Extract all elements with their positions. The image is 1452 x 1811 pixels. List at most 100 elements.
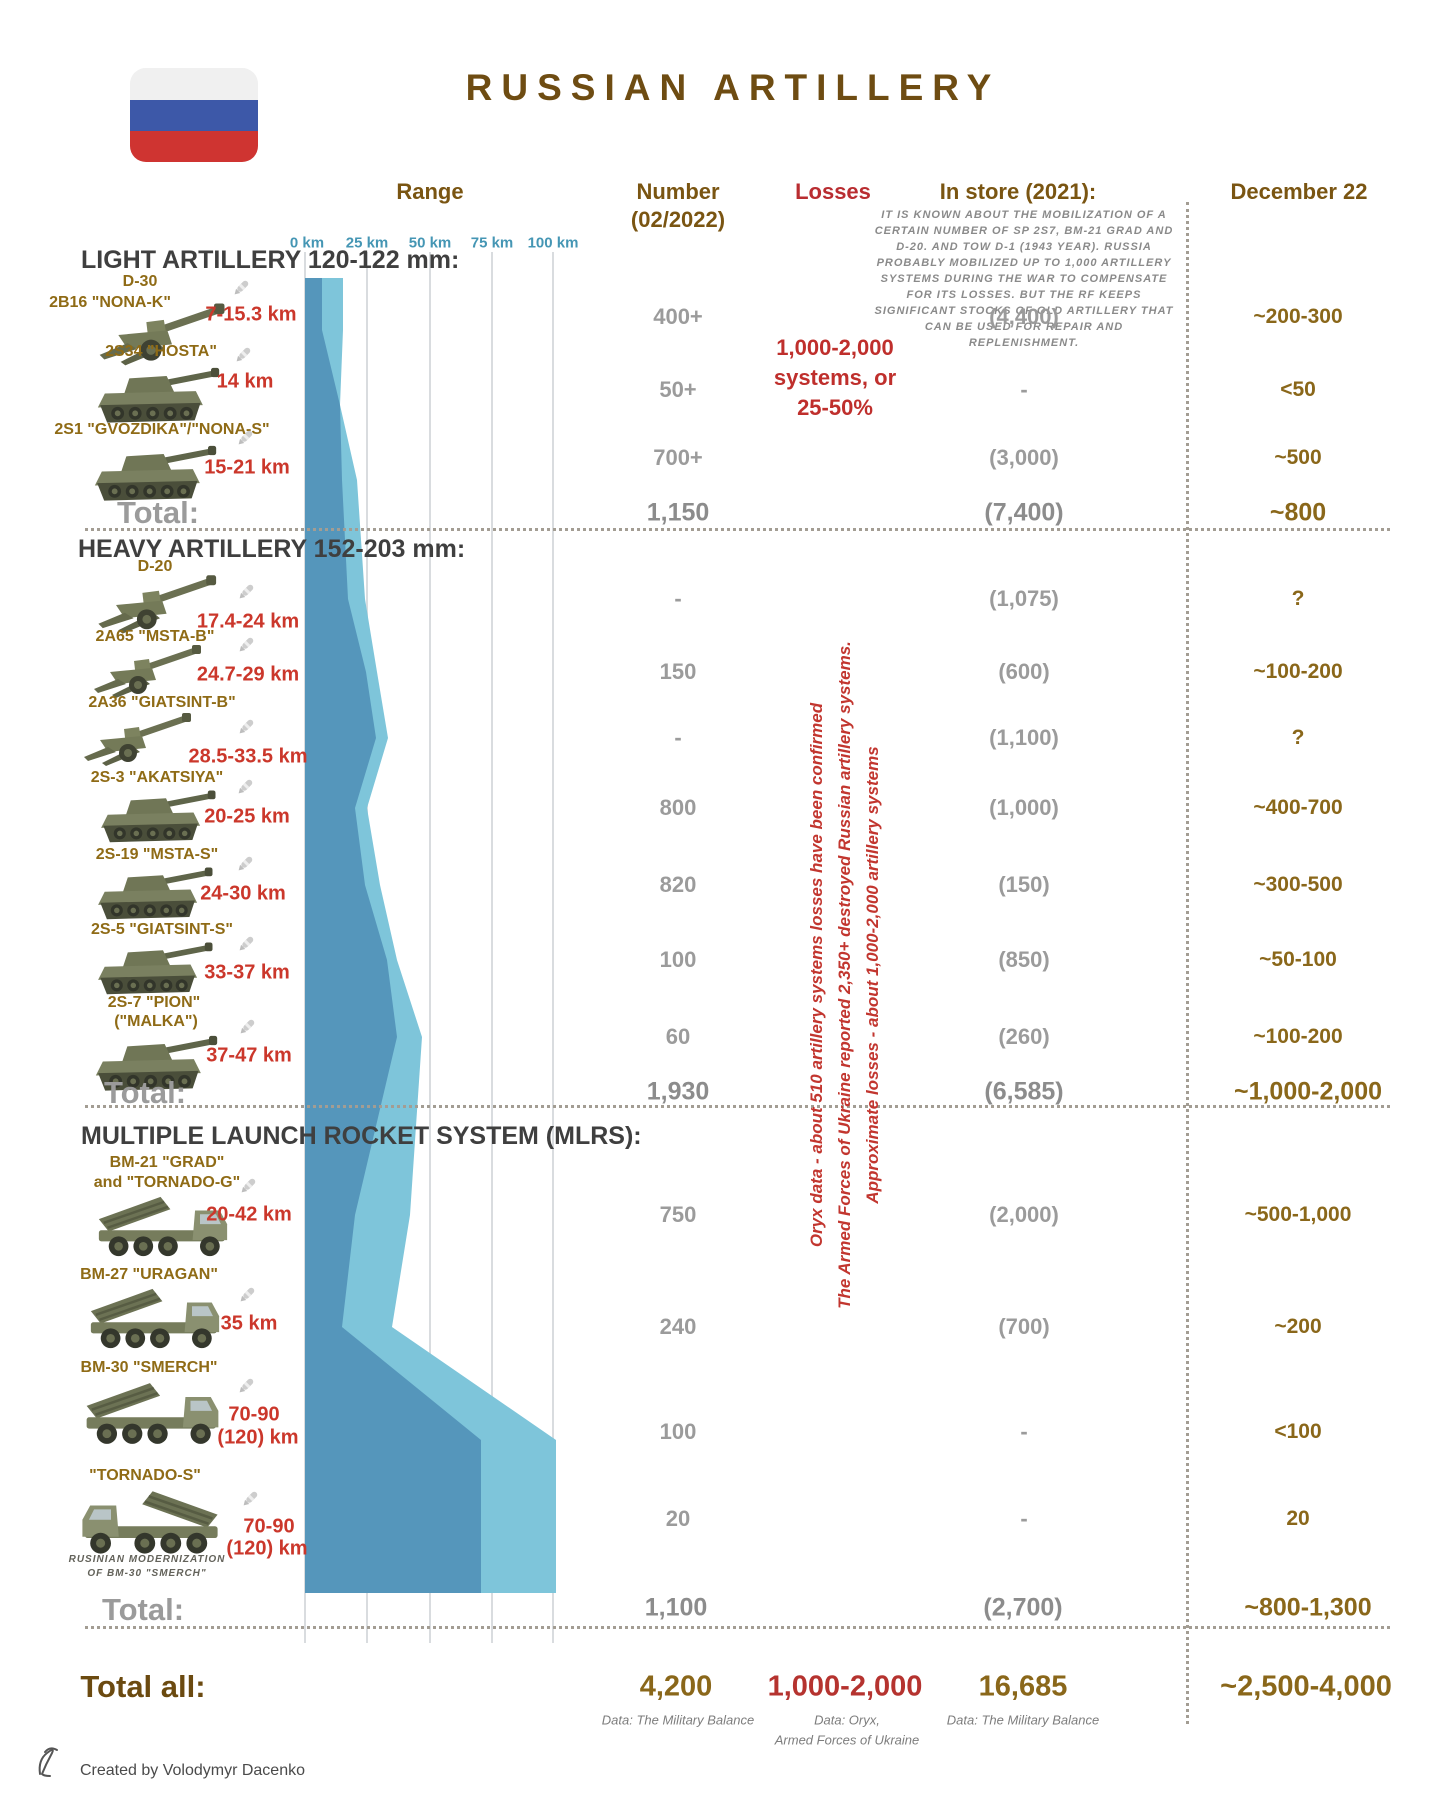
december-column-divider xyxy=(1186,202,1189,1724)
vehicle-name: 2S-19 "MSTA-S" xyxy=(95,846,219,863)
missile-icon xyxy=(238,1487,262,1511)
vehicle-name: ("MALKA") xyxy=(114,1013,198,1030)
missile-icon xyxy=(233,426,257,450)
in-store-value: - xyxy=(1020,1419,1028,1444)
vehicle-name: and "TORNADO-G" xyxy=(93,1174,241,1191)
vehicle-name: 2S-5 "GIATSINT-S" xyxy=(90,921,234,938)
vehicle-name: BM-30 "SMERCH" xyxy=(80,1359,218,1376)
december-value: ? xyxy=(1291,587,1305,610)
number-value: 750 xyxy=(659,1202,697,1227)
in-store-value: (4,400) xyxy=(989,304,1059,329)
missile-icon xyxy=(231,343,255,367)
axis-tick-50km: 50 km xyxy=(408,234,452,252)
vehicle-name: 2S1 "GVOZDIKA"/"NONA-S" xyxy=(54,421,270,438)
in-store-value: (260) xyxy=(998,1024,1050,1049)
range-label: 7-15.3 km xyxy=(205,303,297,326)
missile-icon xyxy=(233,775,257,799)
author-signature-icon xyxy=(38,1747,58,1777)
december-value: <50 xyxy=(1280,378,1316,401)
range-label: 37-47 km xyxy=(206,1044,292,1067)
vehicle-name: 2A36 "GIATSINT-B" xyxy=(88,694,236,711)
vehicle-icon-bm30 xyxy=(75,1378,230,1454)
december-value: 20 xyxy=(1286,1507,1310,1530)
number-value: 800 xyxy=(659,795,697,820)
number-source: Data: The Military Balance xyxy=(601,1712,755,1728)
in-store-value: - xyxy=(1020,377,1028,402)
number-value: 100 xyxy=(659,1419,697,1444)
number-value: 400+ xyxy=(653,304,703,329)
in-store-value: (700) xyxy=(998,1314,1050,1339)
december-value: ? xyxy=(1291,726,1305,749)
vehicle-icon-2a36 xyxy=(75,710,205,770)
grand-total-december: ~2,500-4,000 xyxy=(1220,1670,1392,1703)
number-value: 20 xyxy=(665,1506,691,1531)
range-label: (120) km xyxy=(217,1426,299,1449)
vehicle-name: 2A65 "MSTA-B" xyxy=(95,628,215,645)
total-december-light: ~800 xyxy=(1269,498,1327,527)
total-december-mlrs: ~800-1,300 xyxy=(1244,1593,1372,1622)
missile-icon xyxy=(234,633,258,657)
range-label: 24-30 km xyxy=(200,882,286,905)
grand-total-losses: 1,000-2,000 xyxy=(767,1670,923,1703)
number-value: - xyxy=(674,725,682,750)
december-value: ~200 xyxy=(1274,1315,1322,1338)
axis-tick-100km: 100 km xyxy=(527,234,579,252)
total-number-heavy: 1,930 xyxy=(646,1077,710,1106)
in-store-note: IT IS KNOWN ABOUT THE MOBILIZATION OF A … xyxy=(874,209,1174,349)
axis-tick-75km: 75 km xyxy=(470,234,514,252)
section-separator xyxy=(85,1105,1390,1108)
december-value: <100 xyxy=(1274,1420,1322,1443)
missile-icon xyxy=(234,715,258,739)
number-value: - xyxy=(674,586,682,611)
number-value: 50+ xyxy=(659,377,697,402)
in-store-value: (850) xyxy=(998,947,1050,972)
russia-flag xyxy=(130,68,258,162)
total-number-mlrs: 1,100 xyxy=(644,1593,708,1622)
in-store-value: (150) xyxy=(998,872,1050,897)
range-label: 33-37 km xyxy=(204,961,290,984)
section-separator xyxy=(85,1626,1390,1629)
section-heading-light: LIGHT ARTILLERY 120-122 mm: xyxy=(81,246,460,274)
section-heading-mlrs: MULTIPLE LAUNCH ROCKET SYSTEM (MLRS): xyxy=(81,1122,642,1150)
column-header-december: December 22 xyxy=(1230,179,1368,204)
vehicle-name: 2S-7 "PION" xyxy=(107,994,201,1011)
axis-tick-0km: 0 km xyxy=(289,234,325,252)
total-december-heavy: ~1,000-2,000 xyxy=(1233,1077,1383,1106)
missile-icon xyxy=(234,580,258,604)
range-label: 17.4-24 km xyxy=(196,610,300,633)
missile-icon xyxy=(234,1374,258,1398)
in-store-value: (1,075) xyxy=(989,586,1059,611)
grand-total-in-store: 16,685 xyxy=(978,1670,1068,1703)
axis-tick-25km: 25 km xyxy=(345,234,389,252)
in-store-source: Data: The Military Balance xyxy=(946,1712,1100,1728)
total-in-store-mlrs: (2,700) xyxy=(983,1593,1063,1622)
range-label: 15-21 km xyxy=(204,456,290,479)
range-label: 35 km xyxy=(220,1312,278,1335)
range-label: 70-90 xyxy=(228,1403,280,1426)
range-label: 70-90 xyxy=(243,1515,295,1538)
losses-source-line1: Data: Oryx, xyxy=(814,1712,880,1728)
vehicle-name: 2S-3 "AKATSIYA" xyxy=(90,769,224,786)
december-value: ~50-100 xyxy=(1259,948,1337,971)
vehicle-name: D-30 xyxy=(122,273,158,290)
in-store-value: (2,000) xyxy=(989,1202,1059,1227)
light-losses-value: 1,000-2,000 systems, or 25-50% xyxy=(773,335,897,420)
column-header-number-sub: (02/2022) xyxy=(630,207,726,232)
december-value: ~200-300 xyxy=(1253,305,1343,328)
page-title: RUSSIAN ARTILLERY xyxy=(465,67,1001,108)
range-label: 20-25 km xyxy=(204,805,290,828)
total-number-light: 1,150 xyxy=(646,498,710,527)
range-label: 28.5-33.5 km xyxy=(188,745,308,768)
vehicle-icon-2a65 xyxy=(85,642,215,702)
section-separator xyxy=(85,528,1390,531)
range-label: 20-42 km xyxy=(206,1203,292,1226)
missile-icon xyxy=(236,1174,260,1198)
max-range-area xyxy=(305,278,556,1593)
total-label-light: Total: xyxy=(116,495,200,530)
column-header-losses: Losses xyxy=(795,179,871,204)
losses-source-line2: Armed Forces of Ukraine xyxy=(774,1732,920,1748)
december-value: ~100-200 xyxy=(1253,1025,1343,1048)
column-header-in-store: In store (2021): xyxy=(939,179,1097,204)
december-value: ~300-500 xyxy=(1253,873,1343,896)
